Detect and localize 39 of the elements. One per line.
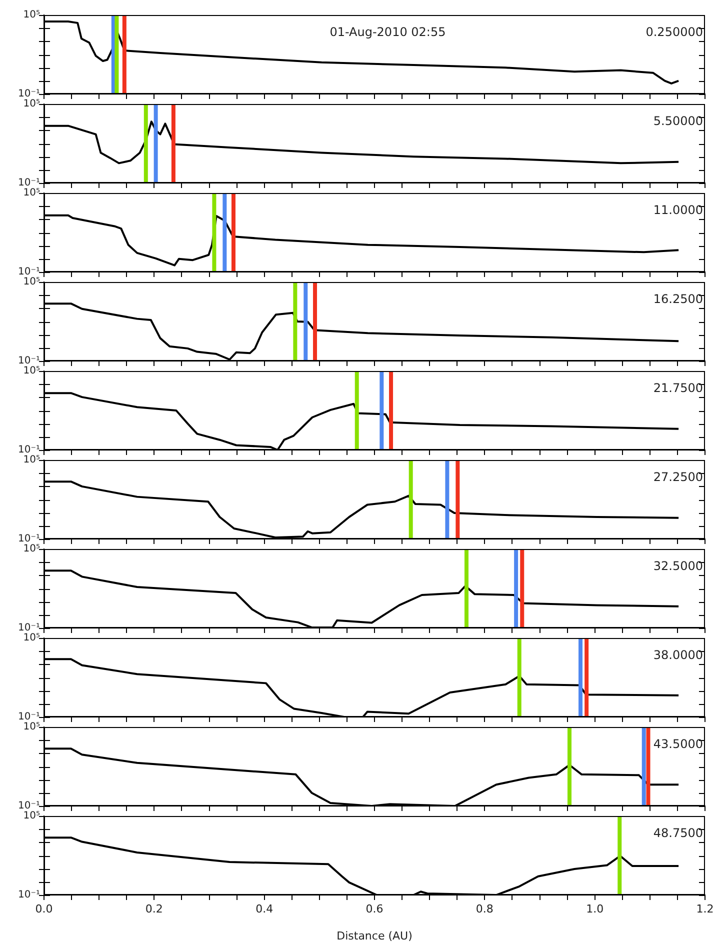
annotation: 16.2500 [653, 292, 703, 306]
y-tick-label: 10⁵ [23, 454, 40, 466]
annotation: 38.0000 [653, 648, 703, 662]
annotation: 32.5000 [653, 559, 703, 574]
y-tick-label: 10⁻¹ [18, 534, 40, 545]
annotation: 11.0000 [653, 203, 703, 218]
y-tick-label: 10⁻¹ [18, 266, 40, 278]
y-tick-label: 10⁵ [23, 188, 40, 199]
x-tick-label: 0.6 [366, 902, 384, 916]
y-tick-label: 10⁵ [23, 722, 40, 733]
y-tick-label: 10⁻¹ [18, 88, 40, 100]
y-tick-label: 10⁻¹ [18, 178, 40, 189]
y-tick-label: 10⁻¹ [18, 890, 40, 901]
annotation: 27.2500 [653, 470, 703, 484]
y-tick-label: 10⁵ [23, 544, 40, 555]
x-axis-title: Distance (AU) [336, 929, 412, 942]
y-tick-label: 10⁵ [23, 810, 40, 822]
x-tick-label: 0.0 [35, 902, 53, 916]
y-tick-label: 10⁻¹ [18, 356, 40, 367]
y-tick-label: 10⁵ [23, 366, 40, 377]
x-tick-label: 0.4 [256, 902, 274, 916]
annotation: 48.7500 [653, 826, 703, 840]
annotation: 5.50000 [653, 114, 703, 128]
y-tick-label: 10⁻¹ [18, 800, 40, 812]
y-tick-label: 10⁻¹ [18, 622, 40, 634]
x-tick-label: 0.2 [145, 902, 163, 916]
annotation: 43.5000 [653, 737, 703, 752]
text: 01-Aug-2010 02:55 [330, 25, 446, 40]
y-tick-label: 10⁻¹ [18, 444, 40, 456]
y-tick-label: 10⁵ [23, 632, 40, 644]
annotation: 21.7500 [653, 381, 703, 396]
y-tick-label: 10⁵ [23, 98, 40, 110]
x-tick-label: 1.2 [696, 902, 714, 916]
annotation: 0.250000 [646, 25, 703, 40]
y-tick-label: 10⁻¹ [18, 712, 40, 723]
x-tick-label: 0.8 [476, 902, 494, 916]
y-tick-label: 10⁵ [23, 10, 40, 21]
x-tick-label: 1.0 [586, 902, 604, 916]
y-tick-label: 10⁵ [23, 276, 40, 288]
